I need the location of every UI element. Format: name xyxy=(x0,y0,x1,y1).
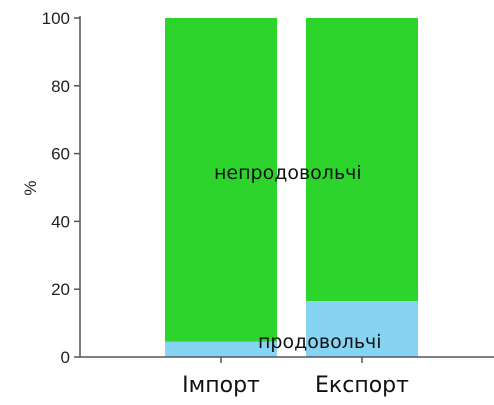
category-labels-layer: Імпорт Експорт xyxy=(182,357,409,398)
y-tick-label: 100 xyxy=(42,9,70,28)
y-tick-label: 40 xyxy=(51,212,70,231)
x-category-label: Імпорт xyxy=(182,373,260,398)
y-tick-label: 80 xyxy=(51,77,70,96)
series-label-food: продовольчі xyxy=(258,331,382,353)
bar-segment-1-2 xyxy=(165,18,277,342)
bar-segment-2-2 xyxy=(306,18,418,302)
y-tick-label: 0 xyxy=(61,348,70,367)
y-axis-label: % xyxy=(21,180,40,195)
series-label-nonfood: непродовольчі xyxy=(214,162,362,184)
bar-segment-2-1 xyxy=(306,301,418,357)
x-category-label: Експорт xyxy=(315,373,409,398)
axes-layer xyxy=(79,16,494,358)
y-ticks-layer: 0 20 40 60 80 100 xyxy=(42,9,80,367)
bar-segment-1-1 xyxy=(165,341,277,357)
bars-layer xyxy=(165,18,418,357)
y-tick-label: 60 xyxy=(51,145,70,164)
y-tick-label: 20 xyxy=(51,280,70,299)
segment-labels-layer: непродовольчі продовольчі xyxy=(214,162,382,353)
